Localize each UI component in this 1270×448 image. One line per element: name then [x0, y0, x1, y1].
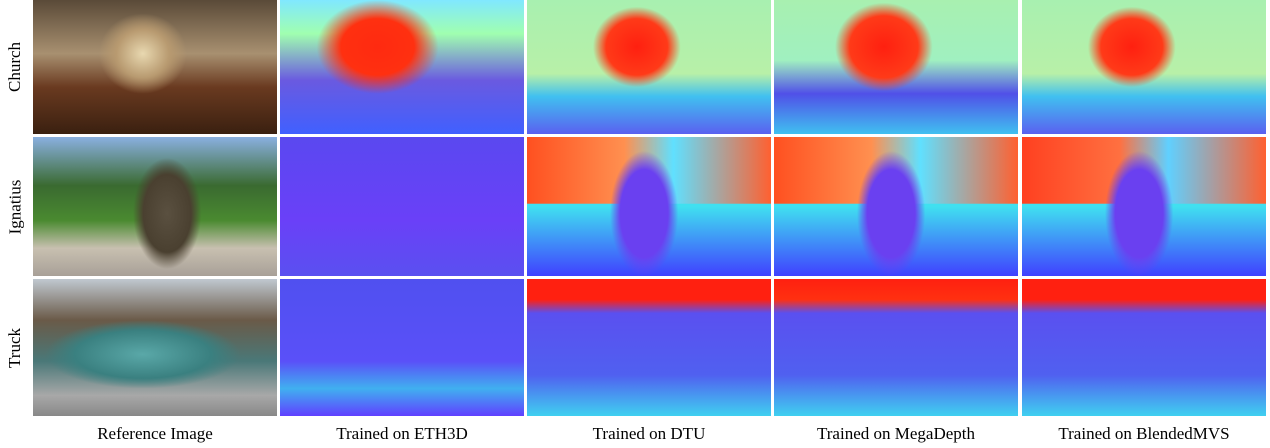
row-label: Ignatius	[0, 137, 30, 276]
depth-map	[1022, 0, 1266, 134]
column-label-text: Reference Image	[97, 424, 213, 443]
depth-map	[527, 279, 771, 416]
column-label-text: Trained on DTU	[593, 424, 706, 443]
column-label-text: Trained on BlendedMVS	[1058, 424, 1229, 443]
reference-image	[33, 0, 277, 134]
reference-image	[33, 279, 277, 416]
depth-map	[280, 279, 524, 416]
depth-map	[774, 279, 1018, 416]
column-label-text: Trained on ETH3D	[336, 424, 468, 443]
row-label-text: Church	[5, 42, 25, 92]
depth-map	[280, 137, 524, 276]
depth-map	[280, 0, 524, 134]
row-label-text: Truck	[5, 328, 25, 368]
figure: Church Ignatius Truck Reference Image Traine…	[0, 0, 1270, 448]
depth-map	[1022, 137, 1266, 276]
row-label-text: Ignatius	[5, 179, 25, 234]
depth-map	[774, 0, 1018, 134]
depth-map	[774, 137, 1018, 276]
depth-map	[527, 137, 771, 276]
column-label-text: Trained on MegaDepth	[817, 424, 975, 443]
row-label: Church	[0, 0, 30, 134]
column-label: Trained on DTU	[527, 424, 771, 444]
column-label: Trained on ETH3D	[280, 424, 524, 444]
depth-map	[527, 0, 771, 134]
column-label: Trained on MegaDepth	[774, 424, 1018, 444]
depth-map	[1022, 279, 1266, 416]
reference-image	[33, 137, 277, 276]
row-label: Truck	[0, 279, 30, 416]
column-label: Reference Image	[33, 424, 277, 444]
column-label: Trained on BlendedMVS	[1022, 424, 1266, 444]
